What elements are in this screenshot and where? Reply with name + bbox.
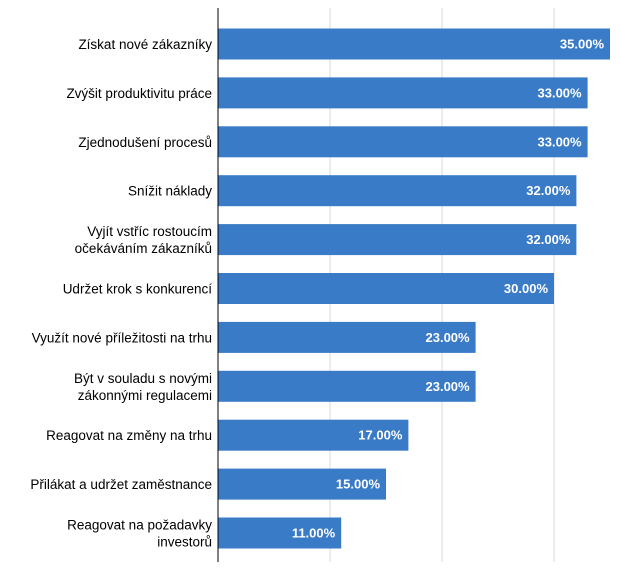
data-label: 33.00% xyxy=(538,134,583,149)
category-label: Využít nové příležitosti na trhu xyxy=(32,330,212,345)
category-label-line: investorů xyxy=(157,535,212,550)
category-label: Reagovat na požadavky investorů xyxy=(67,518,212,550)
bars xyxy=(218,28,610,549)
data-label: 11.00% xyxy=(292,526,336,541)
category-label: Snížit náklady xyxy=(128,184,212,199)
category-label-line: Udržet krok s konkurencí xyxy=(63,282,213,297)
category-label: Udržet krok s konkurencí xyxy=(63,282,213,297)
bar xyxy=(218,175,577,207)
category-label: Zjednodušení procesů xyxy=(78,135,212,150)
category-label-line: očekáváním zákazníků xyxy=(75,241,212,256)
data-label: 15.00% xyxy=(336,477,381,492)
bar xyxy=(218,28,610,60)
bar xyxy=(218,370,476,402)
category-label-line: Zvýšit produktivitu práce xyxy=(66,86,212,101)
category-label: Reagovat na změny na trhu xyxy=(46,428,212,443)
category-label-line: Využít nové příležitosti na trhu xyxy=(32,330,212,345)
bar xyxy=(218,77,588,109)
category-label: Vyjít vstříc rostoucím očekáváním zákazní… xyxy=(75,224,212,256)
bar xyxy=(218,224,577,256)
data-label: 23.00% xyxy=(426,379,471,394)
category-label-line: Získat nové zákazníky xyxy=(78,37,212,52)
bar xyxy=(218,419,409,451)
category-label: Být v souladu s novými zákonnými regulace… xyxy=(74,371,212,403)
data-label: 23.00% xyxy=(426,330,471,345)
category-label-line: Přilákat a udržet zaměstnance xyxy=(30,477,212,492)
category-label: Zvýšit produktivitu práce xyxy=(66,86,212,101)
bar xyxy=(218,126,588,158)
category-label-line: Zjednodušení procesů xyxy=(78,135,212,150)
category-label-line: Reagovat na požadavky xyxy=(67,518,212,533)
category-label-line: Reagovat na změny na trhu xyxy=(46,428,212,443)
bar xyxy=(218,321,476,353)
bar xyxy=(218,517,342,549)
category-label-line: zákonnými regulacemi xyxy=(78,388,212,403)
category-label: Získat nové zákazníky xyxy=(78,37,212,52)
category-labels: Získat nové zákazníky Zvýšit produktivitu… xyxy=(30,37,212,550)
data-label: 32.00% xyxy=(526,183,571,198)
category-label: Přilákat a udržet zaměstnance xyxy=(30,477,212,492)
bar xyxy=(218,468,386,500)
data-label: 30.00% xyxy=(504,281,549,296)
data-label: 35.00% xyxy=(560,37,605,52)
category-label-line: Snížit náklady xyxy=(128,184,212,199)
value-labels: 35.00% 33.00% 33.00% 32.00% 32.00% 30.00% 23.0… xyxy=(292,37,605,541)
category-label-line: Být v souladu s novými xyxy=(74,371,212,386)
data-label: 33.00% xyxy=(538,85,583,100)
category-label-line: Vyjít vstříc rostoucím xyxy=(87,224,212,239)
data-label: 17.00% xyxy=(358,428,403,443)
data-label: 32.00% xyxy=(526,232,571,247)
bar xyxy=(218,273,554,304)
